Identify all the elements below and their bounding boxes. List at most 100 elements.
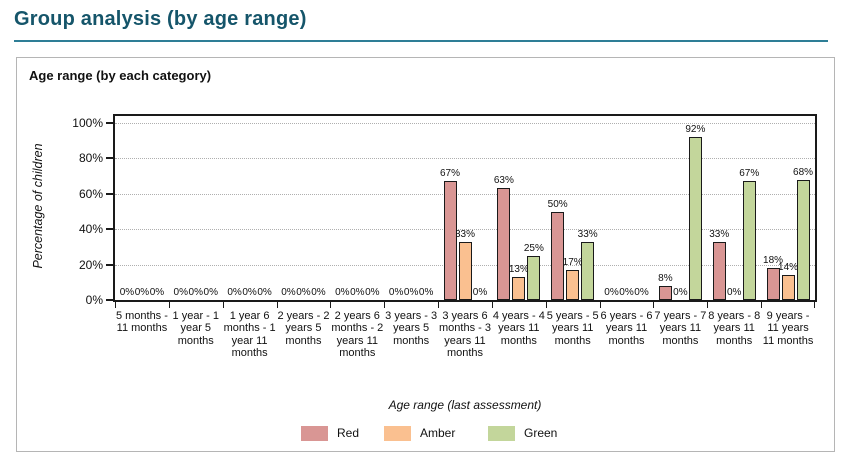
- bar-value-label: 0%: [134, 287, 150, 298]
- y-tick-label: 0%: [85, 293, 103, 307]
- x-axis-tick: [707, 300, 709, 308]
- bar-value-label: 0%: [472, 287, 488, 298]
- legend-item-green: Green: [488, 425, 557, 441]
- bar-value-label: 68%: [793, 166, 814, 178]
- x-category-label: 2 years 6 months - 2 years 11 months: [331, 310, 384, 359]
- plot-area: Age range (last assessment) 0% 20% 40% 60% 8…: [72, 114, 817, 412]
- bar-value-label: 67%: [439, 168, 460, 180]
- bar-value-label: 0%: [634, 287, 649, 298]
- legend-swatch-amber: [384, 425, 411, 441]
- bar-red: [551, 211, 565, 300]
- x-category-label: 8 years - 8 years 11 months: [708, 310, 761, 347]
- x-category-label: 3 years - 3 years 5 months: [385, 310, 438, 347]
- bar-value-label: 0%: [335, 287, 350, 298]
- bar-value-label: 0%: [365, 287, 380, 298]
- bar-amber: [458, 241, 472, 300]
- legend-swatch-green: [488, 425, 515, 441]
- x-axis-tick: [438, 300, 440, 308]
- y-axis-tick: [106, 228, 113, 231]
- x-category-label: 5 years - 5 years 11 months: [546, 310, 599, 347]
- legend-item-red: Red: [301, 425, 359, 441]
- y-tick-label: 60%: [78, 186, 103, 201]
- bar-value-label: 0%: [619, 287, 634, 298]
- y-axis-title: Percentage of children: [31, 143, 45, 269]
- legend-label: Amber: [420, 426, 456, 440]
- x-category-label: 6 years - 6 years 11 months: [600, 310, 653, 347]
- bar-value-label: 33%: [577, 228, 598, 240]
- bar-value-label: 0%: [227, 287, 242, 298]
- x-axis-tick: [330, 300, 332, 308]
- bar-value-label: 0%: [281, 287, 296, 298]
- bar-amber: [512, 276, 526, 300]
- bar-value-label: 0%: [173, 287, 188, 298]
- y-tick-label: 20%: [78, 257, 103, 272]
- bar-value-label: 50%: [547, 198, 568, 210]
- x-axis-tick: [276, 300, 278, 308]
- x-axis-tick: [491, 300, 493, 308]
- y-tick-label: 100%: [72, 116, 103, 130]
- gridline: [115, 229, 815, 231]
- x-axis-tick: [814, 300, 815, 308]
- x-axis-tick: [168, 300, 170, 308]
- x-axis-tick: [115, 300, 116, 308]
- page-title: Group analysis (by age range): [14, 8, 307, 30]
- x-category-label: 2 years - 2 years 5 months: [277, 310, 330, 347]
- y-axis-tick: [106, 122, 113, 124]
- bar-green: [688, 137, 702, 300]
- bar-value-label: 0%: [296, 287, 311, 298]
- bar-value-label: 0%: [726, 287, 742, 298]
- gridline: [115, 158, 815, 160]
- chart-panel: Age range (by each category) Percentage …: [16, 57, 835, 452]
- bar-value-label: 13%: [508, 263, 529, 275]
- bar-green: [527, 255, 541, 300]
- x-axis-tick: [599, 300, 601, 308]
- bar-red: [658, 285, 672, 300]
- bar-green: [796, 179, 810, 300]
- y-axis-tick: [106, 192, 113, 195]
- x-category-label: 4 years - 4 years 11 months: [492, 310, 545, 347]
- bar-red: [497, 188, 511, 300]
- x-axis-tick: [761, 300, 763, 308]
- x-category-label: 1 year - 1 year 5 months: [172, 310, 219, 347]
- x-axis-tick: [545, 300, 547, 308]
- bar-value-label: 8%: [658, 272, 673, 284]
- bar-amber: [781, 275, 795, 300]
- bar-red: [443, 181, 457, 300]
- legend-label: Green: [524, 426, 558, 440]
- bar-value-label: 0%: [673, 287, 688, 298]
- bar-value-label: 14%: [778, 262, 799, 274]
- bar-value-label: 0%: [149, 287, 165, 298]
- x-category-label: 1 year 6 months - 1 year 11 months: [223, 310, 276, 359]
- bar-value-label: 0%: [257, 287, 272, 298]
- bar-value-label: 67%: [739, 168, 760, 180]
- x-category-label: 7 years - 7 years 11 months: [654, 310, 707, 347]
- gridline: [115, 123, 815, 124]
- bar-value-label: 0%: [311, 287, 326, 298]
- y-axis-tick: [106, 299, 113, 301]
- x-category-label: 5 months - 11 months: [115, 310, 168, 335]
- bar-value-label: 0%: [203, 287, 218, 298]
- bar-value-label: 63%: [493, 175, 514, 187]
- bar-value-label: 17%: [562, 256, 583, 268]
- legend-label: Red: [337, 426, 360, 440]
- bar-value-label: 0%: [188, 287, 203, 298]
- title-underline: [14, 40, 828, 42]
- chart-title: Age range (by each category): [29, 68, 212, 83]
- bar-value-label: 25%: [523, 242, 544, 254]
- bar-value-label: 0%: [418, 287, 434, 298]
- x-axis-tick: [653, 300, 655, 308]
- legend-item-amber: Amber: [384, 425, 455, 441]
- x-axis-tick: [222, 300, 224, 308]
- x-category-label: 9 years - 11 years 11 months: [762, 310, 814, 347]
- bar-amber: [566, 269, 580, 300]
- bar-value-label: 33%: [709, 228, 730, 240]
- y-axis-tick: [106, 157, 113, 160]
- bar-value-label: 18%: [763, 255, 784, 267]
- bar-value-label: 0%: [604, 287, 619, 298]
- x-axis-tick: [384, 300, 386, 308]
- bar-green: [581, 241, 595, 300]
- x-category-label: 3 years 6 months - 3 years 11 months: [439, 310, 491, 359]
- bar-value-label: 0%: [403, 287, 419, 298]
- bar-value-label: 33%: [454, 228, 475, 240]
